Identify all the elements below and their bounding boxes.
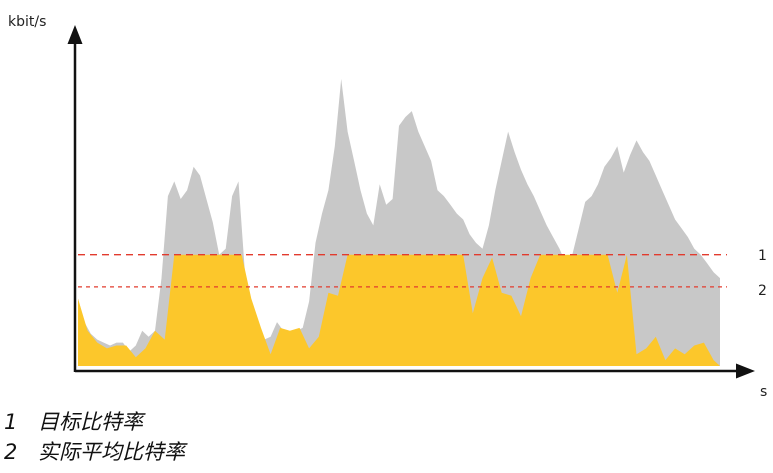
ref-line-2-label: 2 — [758, 283, 767, 299]
legend-item-average-bitrate: 2 实际平均比特率 — [4, 440, 185, 464]
average-bitrate-area — [78, 254, 720, 366]
y-axis-arrow-icon — [67, 25, 83, 44]
plot-area — [78, 78, 727, 367]
y-axis-label: kbit/s — [8, 14, 46, 30]
legend-number: 1 — [4, 410, 18, 434]
ref-line-1-label: 1 — [758, 248, 767, 264]
legend-item-target-bitrate: 1 目标比特率 — [4, 410, 143, 434]
legend-number: 2 — [4, 440, 18, 464]
legend-text: 目标比特率 — [38, 410, 143, 434]
legend-text: 实际平均比特率 — [38, 440, 185, 464]
x-axis-arrow-icon — [736, 363, 755, 379]
bitrate-chart: kbit/s s 1 2 — [8, 14, 767, 400]
axes — [67, 25, 755, 379]
x-axis-label: s — [760, 384, 767, 400]
